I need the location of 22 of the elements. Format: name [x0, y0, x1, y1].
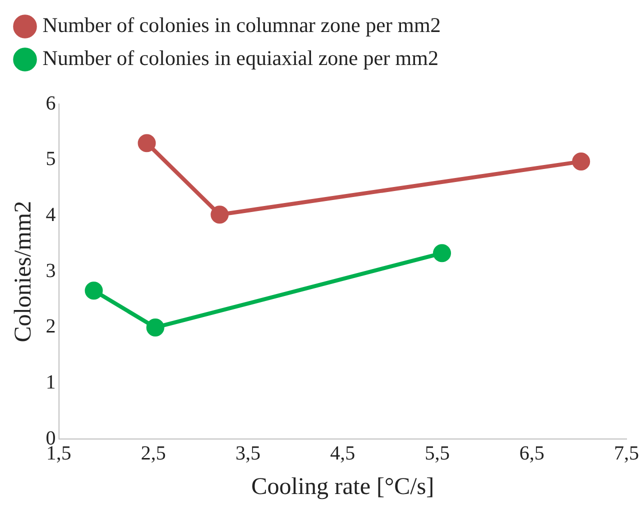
x-axis-title: Cooling rate [°C/s]: [251, 474, 434, 500]
point: [138, 134, 156, 152]
point: [210, 206, 229, 224]
y-tick-label: 3: [46, 260, 56, 282]
x-tick-label: 5,5: [424, 442, 450, 464]
y-tick-label: 4: [46, 204, 56, 226]
point: [433, 244, 451, 262]
y-tick-label: 2: [46, 316, 56, 338]
x-tick-label: 6,5: [519, 442, 544, 464]
point: [84, 282, 103, 300]
y-tick-label: 1: [46, 372, 56, 394]
y-tick-label: 6: [46, 92, 56, 114]
x-tick-label: 4,5: [330, 442, 356, 464]
point: [572, 152, 590, 171]
legend-label: Number of colonies in columnar zone per mm2: [42, 13, 441, 38]
x-tick-label: 7,5: [614, 442, 639, 464]
x-tick-label: 2,5: [140, 442, 166, 464]
legend-label: Number of colonies in equiaxial zone per mm2: [42, 46, 438, 70]
y-axis-title: Colonies/mm2: [10, 200, 37, 342]
point: [146, 318, 164, 336]
x-tick-label: 3,5: [236, 442, 261, 464]
y-tick-label: 5: [46, 148, 56, 170]
